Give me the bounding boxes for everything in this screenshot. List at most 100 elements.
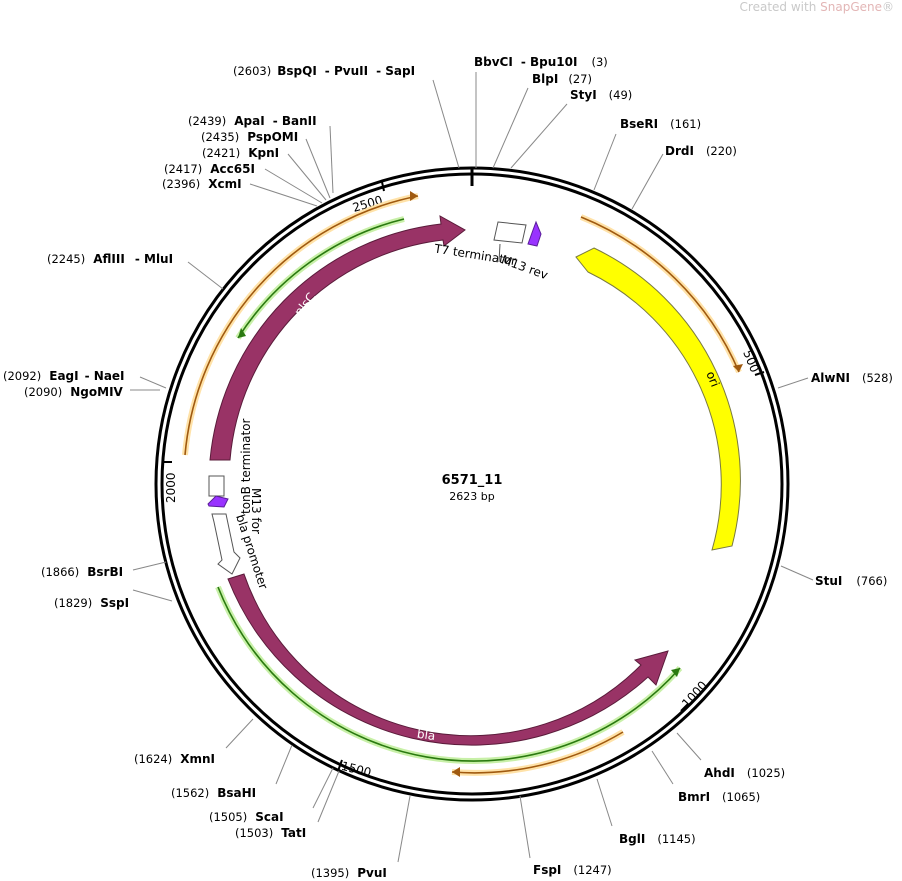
green-arc-bottom [217,586,681,762]
site-bspqi: (2603) BspQI - PvuII - SapI [233,64,415,78]
bla-label: bla [416,727,436,743]
site-eagi: (2092) EagI - NaeI [3,369,125,383]
bla-arrow [227,573,669,746]
snapgene-watermark: Created with SnapGene® [740,0,894,14]
site-styi: StyI (49) [570,88,632,102]
site-ahdi-pos: (1025) [747,766,785,780]
site-blpi-name: BlpI [532,72,558,86]
site-bmri-pos: (1065) [722,790,760,804]
site-afliii: (2245) AflIII - MluI [47,252,173,266]
watermark-suffix: ® [882,0,894,14]
site-sspi-pos: (1829) [54,596,92,610]
site-afliii-name: AflIII [93,252,125,266]
tick-1500-mark [337,759,343,772]
site-bseri-pos: (161) [670,117,701,131]
site-bsahi: (1562) BsaHI [171,786,256,800]
site-bsahi-name: BsaHI [217,786,256,800]
site-pvui: (1395) PvuI [311,866,387,880]
site-xmni: (1624) XmnI [134,752,215,766]
tick-2000-label: 2000 [164,472,178,503]
orange-arc-bottom [451,731,624,774]
site-fspi-name: FspI [533,863,561,877]
site-scai-pos: (1505) [209,810,247,824]
site-ngomiv-name: NgoMIV [70,385,123,399]
site-kpni-name: KpnI [248,146,279,160]
site-bgli: BglI (1145) [619,832,696,846]
plasmid-length: 2623 bp [449,490,494,503]
site-stui-name: StuI [815,574,842,588]
orange-arc-right [580,216,740,373]
site-fspi: FspI (1247) [533,863,612,877]
site-bseri-name: BseRI [620,117,658,131]
m13-rev-primer [527,220,542,247]
site-eagi-pos: (2092) [3,369,41,383]
site-bbvci: BbvCI - Bpu10I (3) [474,55,608,69]
site-tati: (1503) TatI [235,826,306,840]
site-fspi-pos: (1247) [573,863,611,877]
plasmid-name: 6571_11 [442,473,503,488]
site-xcmi-name: XcmI [208,177,241,191]
site-pvui-pos: (1395) [311,866,349,880]
site-banii-sep: - [273,114,282,128]
site-acc65i: (2417) Acc65I [164,162,255,176]
site-leaders [130,72,814,863]
m13-for-primer [207,495,229,508]
site-apai-pos: (2439) [188,114,226,128]
site-stui-pos: (766) [856,574,887,588]
site-alwni: AlwNI (528) [811,371,893,385]
green-arc-left [237,218,405,339]
site-tati-pos: (1503) [235,826,273,840]
m13-rev-label: M13 rev [499,252,549,282]
site-acc65i-name: Acc65I [210,162,255,176]
site-pvuii-name: - [325,64,334,78]
site-xcmi-pos: (2396) [162,177,200,191]
site-bspqi-pos: (2603) [233,64,271,78]
site-kpni-pos: (2421) [202,146,240,160]
tonB-terminator-label: tonB terminator [239,418,253,514]
site-bbvci-pos: (3) [591,55,607,69]
site-scai-name: ScaI [255,810,283,824]
tick-2500-mark [381,181,385,192]
plsC-arrow [209,215,466,461]
site-xmni-name: XmnI [180,752,215,766]
site-afliii-pos: (2245) [47,252,85,266]
site-bpu10i-sep: - [521,55,530,69]
site-stui: StuI (766) [815,574,887,588]
site-sapi-sep: - [376,64,385,78]
site-acc65i-pos: (2417) [164,162,202,176]
site-mlui-sep: - [135,252,144,266]
primer-arcs [182,191,743,777]
green-arc-left-arrowhead [238,328,246,338]
t7-terminator-box [493,221,527,244]
site-labels: (2603) BspQI - PvuII - SapI BbvCI - Bpu10I (3… [3,55,893,880]
tick-500-mark [754,371,765,376]
site-ngomiv-pos: (2090) [24,385,62,399]
watermark-prefix: Created with [739,0,821,14]
site-xcmi: (2396) XcmI [162,177,242,191]
backbone [154,166,790,802]
site-naei-sep: - [85,369,94,383]
watermark-brand: SnapGene [820,0,882,14]
site-bgli-name: BglI [619,832,645,846]
site-pspomi: (2435) PspOMI [201,130,298,144]
site-bbvci-name: BbvCI [474,55,513,69]
site-bmri-name: BmrI [678,790,710,804]
site-pspomi-pos: (2435) [201,130,239,144]
site-drdi-pos: (220) [706,144,737,158]
site-kpni: (2421) KpnI [202,146,279,160]
green-arc-bottom-arrowhead [671,668,680,677]
site-eagi-name: EagI [49,369,78,383]
site-alwni-name: AlwNI [811,371,850,385]
ori-arrow [575,247,741,551]
site-alwni-pos: (528) [862,371,893,385]
site-scai: (1505) ScaI [209,810,284,824]
tick-1000-mark [680,703,689,712]
orange-arc-left-arrowhead [410,191,418,201]
orange-arc-bottom-arrowhead [452,767,460,777]
site-drdi-name: DrdI [665,144,694,158]
site-drdi: DrdI (220) [665,144,737,158]
ori-label: ori [703,369,722,389]
orange-arc-left [184,195,419,456]
site-sspi-name: SspI [100,596,129,610]
site-bseri: BseRI (161) [620,117,701,131]
